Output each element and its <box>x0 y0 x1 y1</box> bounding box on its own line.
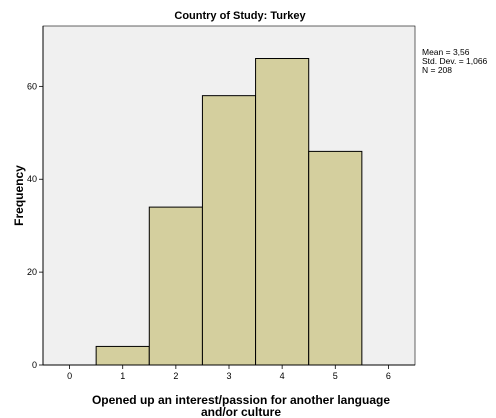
bar-1 <box>95 345 150 366</box>
x-tick-label: 0 <box>67 371 72 381</box>
bar-2 <box>148 206 203 366</box>
bars <box>95 58 363 366</box>
y-tick-label: 40 <box>27 174 37 184</box>
x-axis-title-line2: and/or culture <box>201 405 281 418</box>
x-tick-label: 6 <box>386 371 391 381</box>
y-axis-title: Frequency <box>12 165 26 226</box>
stat-n: N = 208 <box>422 65 452 75</box>
x-tick-label: 4 <box>280 371 285 381</box>
y-tick-label: 60 <box>27 81 37 91</box>
x-axis-ticks: 0 1 2 3 4 5 6 <box>67 365 391 381</box>
x-tick-label: 5 <box>333 371 338 381</box>
y-axis-ticks: 0 20 40 60 <box>27 81 43 370</box>
y-tick-label: 0 <box>32 360 37 370</box>
x-tick-label: 1 <box>120 371 125 381</box>
y-tick-label: 20 <box>27 267 37 277</box>
stat-mean: Mean = 3,56 <box>422 47 470 57</box>
x-tick-label: 2 <box>173 371 178 381</box>
x-axis-title-line1: Opened up an interest/passion for anothe… <box>92 393 390 407</box>
bar-3 <box>201 95 257 366</box>
chart-title: Country of Study: Turkey <box>174 10 306 22</box>
bar-5 <box>308 150 363 366</box>
x-tick-label: 3 <box>226 371 231 381</box>
bar-4 <box>255 58 310 366</box>
stat-std-dev: Std. Dev. = 1,066 <box>422 56 488 66</box>
